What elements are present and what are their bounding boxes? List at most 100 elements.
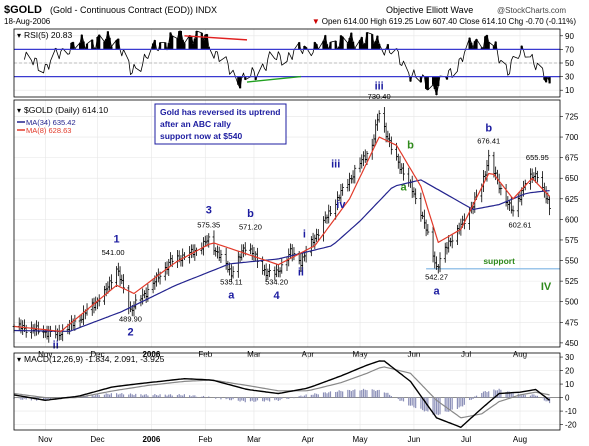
price-bar	[353, 164, 357, 184]
rsi-legend: RSI(5) 20.83	[24, 30, 72, 40]
price-y-tick-label: 475	[565, 318, 579, 327]
macd-x-tick-label: Dec	[90, 435, 104, 444]
annotation-line-1: Gold has reversed its uptrend	[160, 107, 280, 117]
wave-label: 2	[127, 326, 133, 338]
wave-label: IV	[541, 281, 552, 293]
price-bar	[389, 136, 393, 155]
rsi-y-tick-label: 30	[565, 73, 574, 82]
rsi-trendline-green	[246, 75, 301, 83]
price-y-tick-label: 525	[565, 277, 579, 286]
wave-label: 1	[114, 233, 120, 245]
rsi-trendline-red	[184, 35, 248, 41]
macd-x-tick-label: 2006	[142, 435, 160, 444]
macd-x-tick-label: May	[352, 435, 367, 444]
price-bar	[487, 149, 491, 171]
annotation-line-2: after an ABC rally	[160, 119, 231, 129]
macd-legend: MACD(12,26,9) -1.834, 2.091, -3.925	[24, 354, 165, 364]
price-annotation: 602.61	[509, 221, 532, 230]
price-y-tick-label: 600	[565, 215, 579, 224]
annotation-box-frame	[154, 103, 287, 145]
stats-line: Open 614.00 High 619.25 Low 607.40 Close…	[322, 17, 577, 26]
rsi-frame	[13, 28, 561, 98]
symbol-description: (Gold - Continuous Contract (EOD)) INDX	[50, 5, 217, 15]
chart-date: 18-Aug-2006	[4, 17, 51, 26]
price-annotation: 676.41	[477, 137, 500, 146]
price-annotation: 489.90	[119, 314, 142, 323]
wave-label: iv	[336, 199, 346, 211]
price-bar	[426, 224, 430, 235]
price-bar	[231, 266, 235, 279]
price-y-tick-label: 550	[565, 257, 579, 266]
price-bar	[207, 233, 211, 248]
price-bar	[109, 274, 113, 290]
price-bar	[511, 205, 515, 217]
macd-y-tick-label: -20	[565, 421, 577, 430]
rsi-y-tick-label: 90	[565, 32, 574, 41]
price-bar	[414, 188, 418, 205]
price-y-tick-label: 725	[565, 112, 579, 121]
price-annotation: 575.35	[197, 221, 220, 230]
wave-label: i	[303, 228, 306, 240]
rsi-y-tick-label: 50	[565, 59, 574, 68]
price-bar	[268, 264, 272, 278]
price-bar	[316, 229, 320, 241]
macd-y-tick-label: 10	[565, 380, 574, 389]
price-legend-marker: ▾	[17, 106, 21, 115]
price-bar	[377, 110, 381, 123]
rsi-y-tick-label: 70	[565, 45, 574, 54]
price-y-tick-label: 700	[565, 133, 579, 142]
wave-label: 4	[274, 290, 281, 302]
macd-x-tick-label: Aug	[513, 435, 527, 444]
symbol-title: $GOLD	[4, 4, 42, 16]
macd-x-tick-label: Jun	[407, 435, 420, 444]
price-y-tick-label: 650	[565, 174, 579, 183]
macd-frame	[13, 352, 561, 431]
wave-label: ii	[298, 266, 304, 278]
ma34-legend: MA(34) 635.42	[26, 118, 76, 127]
macd-legend-marker: ▾	[17, 355, 21, 364]
annotation-line-3: support now at $540	[160, 131, 242, 141]
credit-left: Objective Elliott Wave	[386, 5, 473, 15]
credit-right: @StockCharts.com	[497, 6, 566, 15]
price-bar	[535, 170, 539, 183]
macd-x-tick-label: Feb	[198, 435, 212, 444]
price-bar	[329, 206, 332, 217]
price-y-tick-label: 500	[565, 298, 579, 307]
price-legend: $GOLD (Daily) 614.10	[24, 105, 108, 115]
price-bar	[36, 321, 40, 335]
price-annotation: 571.20	[239, 222, 262, 231]
macd-x-tick-label: Nov	[38, 435, 52, 444]
price-y-tick-label: 625	[565, 195, 579, 204]
rsi-legend-marker: ▾	[17, 31, 21, 40]
support-label: support	[483, 256, 515, 266]
wave-label: 3	[206, 205, 212, 217]
price-bar	[219, 249, 223, 263]
macd-panel: -20 -10 0 10 20 30 ▾ MACD(12,26,9) -1.834, 2.09…	[13, 352, 577, 444]
price-frame	[13, 99, 561, 348]
ma8-line	[13, 136, 551, 332]
wave-label: iii	[375, 80, 384, 92]
wave-label: b	[407, 140, 414, 152]
rsi-y-tick-label: 10	[565, 86, 574, 95]
price-bar	[450, 234, 454, 249]
macd-x-tick-label: Mar	[247, 435, 261, 444]
price-annotation: 534.20	[265, 277, 288, 286]
macd-y-tick-label: 20	[565, 367, 574, 376]
price-bar	[280, 258, 284, 274]
stats-marker: ▼	[312, 17, 320, 26]
wave-label: a	[228, 289, 235, 301]
wave-label: ii	[53, 340, 59, 352]
macd-y-tick-label: 0	[565, 394, 570, 403]
macd-x-tick-label: Jul	[461, 435, 471, 444]
ma8-legend: MA(8) 628.63	[26, 126, 71, 135]
price-bar	[499, 183, 503, 196]
price-annotation: 541.00	[102, 248, 125, 257]
price-y-tick-label: 575	[565, 236, 579, 245]
macd-y-tick-label: 30	[565, 353, 574, 362]
price-bar	[134, 294, 138, 310]
price-bar	[122, 274, 125, 294]
wave-label: iii	[331, 159, 340, 171]
price-y-tick-label: 675	[565, 154, 579, 163]
